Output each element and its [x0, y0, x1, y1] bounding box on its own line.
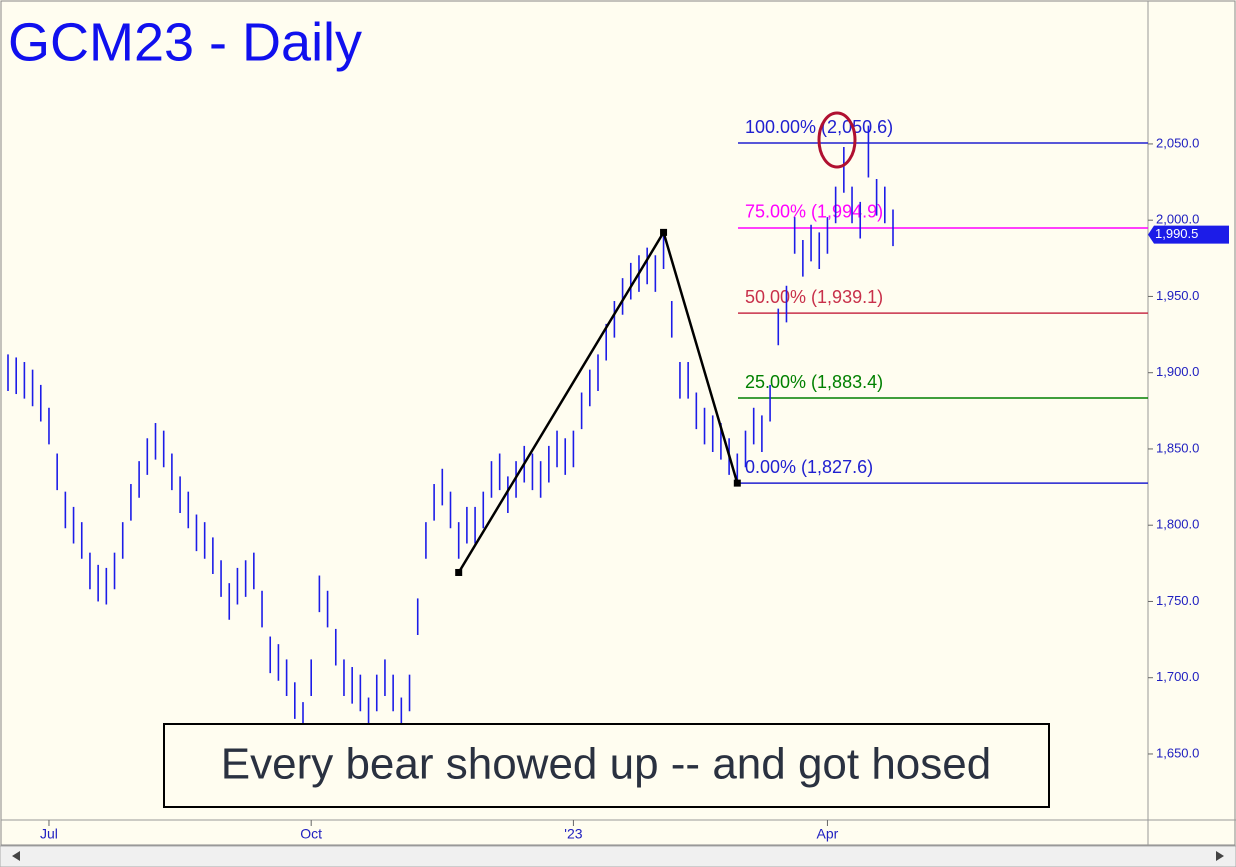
swing-point [733, 479, 741, 487]
y-tick-label: 1,800.0 [1156, 517, 1199, 532]
highlight-circle [817, 111, 857, 169]
y-tick-label: 2,050.0 [1156, 135, 1199, 150]
fib-label: 75.00% (1,994.9) [745, 202, 883, 222]
swing-point [455, 568, 463, 576]
fib-label: 100.00% (2,050.6) [745, 117, 893, 137]
fib-label: 25.00% (1,883.4) [745, 372, 883, 392]
scroll-left[interactable] [12, 851, 20, 861]
y-tick-label: 1,750.0 [1156, 593, 1199, 608]
chart-title: GCM23 - Daily [8, 12, 362, 72]
y-tick-label: 1,850.0 [1156, 440, 1199, 455]
last-price-label: 1,990.5 [1155, 226, 1198, 241]
y-tick-label: 1,950.0 [1156, 288, 1199, 303]
plot: 1,650.0 1,700.0 1,750.0 1,800.0 1,850.0 1,900… [7, 117, 1229, 842]
y-tick-label: 1,650.0 [1156, 745, 1199, 760]
x-tick-label: '23 [564, 826, 582, 842]
x-tick-label: Oct [300, 826, 322, 842]
annotation: Every bear showed up -- and got hosed [221, 740, 991, 789]
fib-label: 50.00% (1,939.1) [745, 287, 883, 307]
x-tick-label: Apr [817, 826, 839, 842]
y-tick-label: 2,000.0 [1156, 212, 1199, 227]
last-price-tag [1148, 225, 1229, 244]
y-tick-label: 1,700.0 [1156, 669, 1199, 684]
annotation-box [163, 723, 1050, 808]
frame [0, 0, 1236, 846]
x-tick-label: Jul [40, 826, 58, 842]
fib-label: 0.00% (1,827.6) [745, 457, 873, 477]
swing-point [660, 228, 668, 236]
y-tick-label: 1,900.0 [1156, 364, 1199, 379]
scroll-right[interactable] [1216, 851, 1224, 861]
scrollbar[interactable] [0, 845, 1236, 867]
